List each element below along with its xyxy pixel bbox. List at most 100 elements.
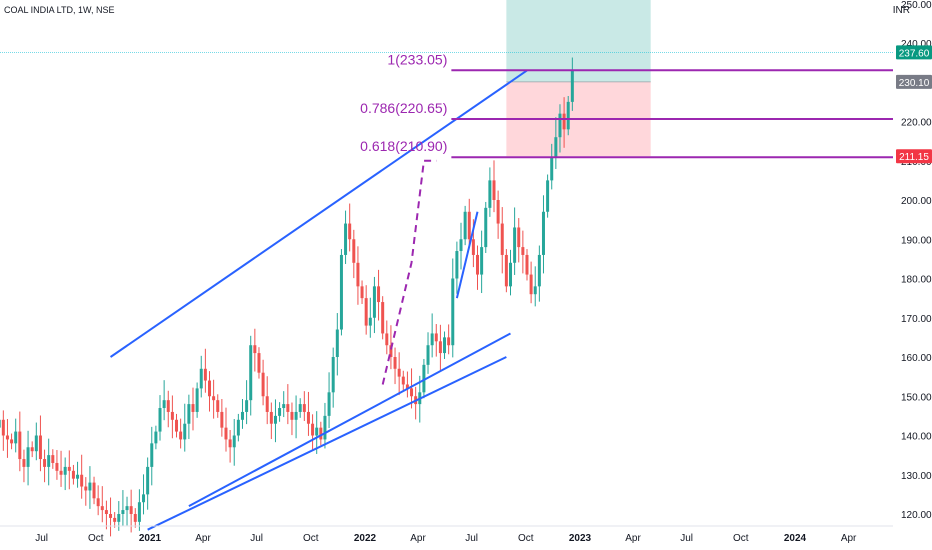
x-tick-label: Jul (680, 533, 693, 544)
candle-body (80, 474, 84, 487)
candle (249, 335, 253, 416)
price-badge (896, 45, 932, 60)
candle-body (55, 462, 59, 471)
candle-body (240, 411, 244, 420)
candle (525, 249, 529, 281)
fib-level-label: 1(233.05) (387, 51, 447, 67)
candle-body (133, 514, 137, 522)
candle-body (393, 357, 397, 369)
candle (80, 454, 84, 499)
candle (278, 402, 282, 422)
candle-body (183, 423, 187, 440)
candle-body (513, 227, 517, 263)
candle (327, 372, 331, 429)
candle-body (278, 408, 282, 416)
candle (18, 411, 22, 472)
candle (220, 398, 224, 437)
candle (212, 379, 216, 419)
candle (459, 222, 463, 270)
candle-body (257, 353, 261, 373)
candle (100, 486, 104, 523)
candle-body (426, 345, 430, 365)
candle-body (261, 372, 265, 397)
y-tick-label: 240.00 (901, 39, 932, 50)
candle-body (537, 254, 541, 287)
candle (257, 347, 261, 379)
candle-body (327, 392, 331, 416)
fib-level-label: 0.618(210.90) (360, 138, 447, 154)
x-tick-label: Apr (195, 533, 211, 544)
candle (385, 320, 389, 355)
candle (199, 355, 203, 398)
candle-body (179, 431, 183, 440)
candle-body (397, 368, 401, 377)
candle-body (166, 400, 170, 412)
candle-body (480, 247, 484, 275)
trendline (455, 211, 479, 299)
candle (323, 402, 327, 449)
fib-level-label: 0.786(220.65) (360, 100, 447, 116)
x-tick-label: Oct (88, 533, 104, 544)
trendline (147, 356, 507, 531)
candle (154, 425, 158, 450)
candle (344, 210, 348, 264)
candle-body (191, 404, 195, 412)
candle (315, 411, 319, 454)
candle-body (294, 411, 298, 420)
candle (467, 198, 471, 249)
candle (67, 450, 71, 490)
candle-body (282, 404, 286, 409)
candle (517, 218, 521, 263)
candle (34, 422, 38, 461)
candle (232, 419, 236, 466)
candle (426, 332, 430, 374)
candle (492, 160, 496, 213)
candle-body (434, 333, 438, 342)
candle-body (203, 368, 207, 381)
candle-body (269, 411, 273, 424)
candle-body (1, 419, 5, 436)
candle-body (488, 180, 492, 208)
candle (142, 474, 146, 515)
candle-body (199, 368, 203, 389)
candle-body (84, 486, 88, 491)
candle (129, 489, 133, 533)
candle-body (306, 411, 310, 424)
candle (558, 104, 562, 153)
candle (529, 261, 533, 304)
y-tick-label: 200.00 (901, 196, 932, 207)
candle (137, 489, 141, 531)
candle (55, 450, 59, 480)
candle (319, 421, 323, 446)
candle-body (546, 180, 550, 212)
candle (500, 207, 504, 274)
candle-body (59, 470, 63, 475)
candle-body (150, 443, 154, 467)
candle-body (500, 223, 504, 255)
candle-body (43, 459, 47, 467)
candle-body (273, 415, 277, 424)
candle (269, 402, 273, 440)
candle (290, 402, 294, 436)
x-tick-label: Jul (465, 533, 478, 544)
candle-body (484, 207, 488, 248)
candle-body (88, 482, 92, 491)
candle-body (455, 251, 459, 279)
candle-body (364, 298, 368, 326)
candle-body (372, 286, 376, 318)
candle (377, 269, 381, 321)
candle (339, 249, 343, 336)
candle-body (566, 101, 570, 130)
x-tick-label: Jul (35, 533, 48, 544)
candle-body (463, 211, 467, 240)
candle (236, 413, 240, 442)
candle-body (38, 435, 42, 460)
candle-body (467, 211, 471, 240)
x-tick-label: 2024 (784, 533, 807, 544)
candle-body (517, 227, 521, 248)
candle-body (554, 137, 558, 157)
y-tick-label: 190.00 (901, 235, 932, 246)
candle (537, 245, 541, 302)
